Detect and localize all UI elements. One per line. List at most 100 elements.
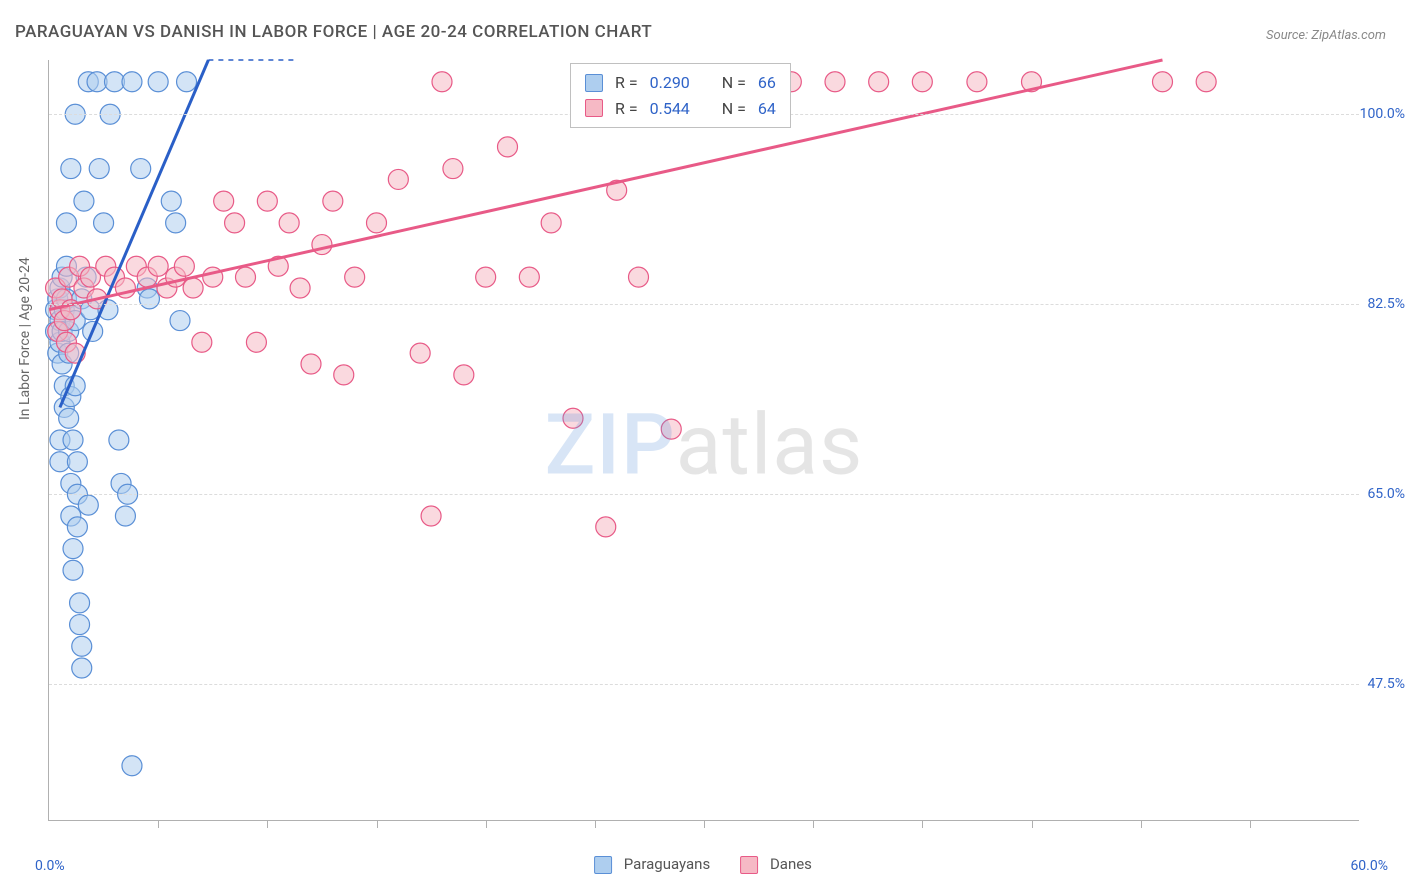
data-point (61, 159, 81, 179)
data-point (72, 658, 92, 678)
data-point (629, 267, 649, 287)
data-point (563, 408, 583, 428)
stats-row: R = 0.544 N = 64 (585, 96, 776, 122)
data-point (432, 72, 452, 92)
data-point (63, 560, 83, 580)
data-point (63, 430, 83, 450)
r-danes: 0.544 (650, 96, 690, 122)
data-point (174, 256, 194, 276)
data-point (67, 517, 87, 537)
data-point (246, 332, 266, 352)
data-point (367, 213, 387, 233)
data-point (410, 343, 430, 363)
data-point (131, 159, 151, 179)
r-label: R = (615, 70, 638, 96)
y-axis-label: In Labor Force | Age 20-24 (17, 257, 33, 420)
data-point (161, 191, 181, 211)
data-point (70, 593, 90, 613)
legend-item: Danes (740, 855, 812, 874)
data-point (139, 289, 159, 309)
data-point (148, 256, 168, 276)
plot-area: ZIPatlas 100.0%82.5%65.0%47.5% (48, 60, 1359, 821)
swatch-paraguayans (585, 74, 603, 92)
y-tick-label: 82.5% (1345, 296, 1405, 312)
data-point (519, 267, 539, 287)
r-paraguayans: 0.290 (650, 70, 690, 96)
x-min-label: 0.0% (35, 858, 65, 874)
data-point (166, 213, 186, 233)
gridline (49, 304, 1359, 305)
swatch-danes (585, 99, 603, 117)
data-point (78, 495, 98, 515)
legend-item: Paraguayans (594, 855, 710, 874)
data-point (334, 365, 354, 385)
n-danes: 64 (758, 96, 776, 122)
data-point (912, 72, 932, 92)
data-point (323, 191, 343, 211)
data-point (301, 354, 321, 374)
data-point (192, 332, 212, 352)
data-point (541, 213, 561, 233)
y-tick-label: 65.0% (1345, 486, 1405, 502)
data-point (122, 756, 142, 776)
swatch-danes (740, 856, 758, 874)
x-tick (1250, 820, 1251, 828)
legend-label: Danes (770, 855, 812, 873)
x-tick (813, 820, 814, 828)
source-label: Source: ZipAtlas.com (1266, 28, 1386, 43)
data-point (443, 159, 463, 179)
legend-label: Paraguayans (624, 855, 710, 873)
n-paraguayans: 66 (758, 70, 776, 96)
n-label: N = (722, 96, 746, 122)
stats-legend: R = 0.290 N = 66 R = 0.544 N = 64 (570, 63, 791, 128)
data-point (825, 72, 845, 92)
x-tick (267, 820, 268, 828)
data-point (967, 72, 987, 92)
stats-row: R = 0.290 N = 66 (585, 70, 776, 96)
x-tick (486, 820, 487, 828)
data-point (214, 191, 234, 211)
x-tick (595, 820, 596, 828)
data-point (236, 267, 256, 287)
data-point (1196, 72, 1216, 92)
x-tick (704, 820, 705, 828)
data-point (661, 419, 681, 439)
chart-title: PARAGUAYAN VS DANISH IN LABOR FORCE | AG… (15, 22, 652, 42)
data-point (89, 159, 109, 179)
data-point (290, 278, 310, 298)
data-point (94, 213, 114, 233)
x-tick (377, 820, 378, 828)
data-point (596, 517, 616, 537)
data-point (109, 430, 129, 450)
data-point (476, 267, 496, 287)
x-tick (158, 820, 159, 828)
data-point (225, 213, 245, 233)
y-tick-label: 100.0% (1345, 106, 1405, 122)
swatch-paraguayans (594, 856, 612, 874)
x-max-label: 60.0% (1350, 858, 1388, 874)
data-point (63, 539, 83, 559)
data-point (170, 311, 190, 331)
data-point (56, 213, 76, 233)
y-tick-label: 47.5% (1345, 676, 1405, 692)
gridline (49, 684, 1359, 685)
data-point (498, 137, 518, 157)
data-point (421, 506, 441, 526)
data-point (1153, 72, 1173, 92)
data-point (122, 72, 142, 92)
data-point (454, 365, 474, 385)
data-point (70, 615, 90, 635)
data-point (148, 72, 168, 92)
data-point (67, 452, 87, 472)
data-point (115, 506, 135, 526)
data-point (869, 72, 889, 92)
data-point (72, 636, 92, 656)
data-point (59, 408, 79, 428)
data-point (183, 278, 203, 298)
data-point (74, 191, 94, 211)
n-label: N = (722, 70, 746, 96)
series-legend: Paraguayans Danes (594, 855, 812, 874)
x-tick (1032, 820, 1033, 828)
data-point (345, 267, 365, 287)
data-point (279, 213, 299, 233)
